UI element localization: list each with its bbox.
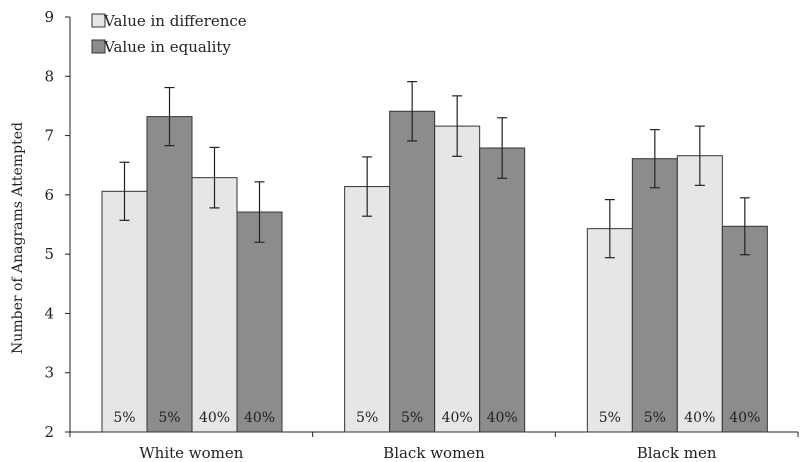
- bar-label: 40%: [729, 410, 760, 426]
- bar: [479, 147, 526, 433]
- bar-label: 5%: [599, 410, 621, 426]
- bar-label: 40%: [244, 410, 275, 426]
- legend-label-value-in-equality: Value in equality: [103, 38, 231, 56]
- group-label: Black women: [383, 444, 485, 462]
- legend-swatch-value-in-equality: [91, 39, 106, 54]
- bar: [721, 225, 768, 433]
- y-axis-title: Number of Anagrams Attempted: [10, 122, 26, 354]
- bar-label: 40%: [487, 410, 518, 426]
- bar: [389, 110, 436, 433]
- bar: [434, 125, 481, 433]
- bar: [344, 186, 391, 433]
- bar: [191, 177, 238, 433]
- bar-label: 5%: [113, 410, 135, 426]
- bar: [631, 158, 678, 433]
- y-tick-label: 7: [44, 127, 54, 145]
- bar-label: 5%: [401, 410, 423, 426]
- group-label: Black men: [637, 444, 717, 462]
- legend-swatch-value-in-difference: [91, 13, 106, 28]
- y-tick-label: 2: [44, 423, 54, 441]
- legend-label-value-in-difference: Value in difference: [103, 12, 247, 30]
- bar: [676, 155, 723, 433]
- group-label: White women: [139, 444, 244, 462]
- bar: [101, 190, 148, 433]
- y-tick-label: 5: [44, 245, 54, 263]
- y-tick-label: 3: [44, 364, 54, 382]
- bar-label: 40%: [684, 410, 715, 426]
- bar: [586, 228, 633, 433]
- legend: Value in difference Value in equality: [91, 12, 247, 56]
- bar: [236, 211, 283, 433]
- bar-label: 40%: [442, 410, 473, 426]
- bar-label: 5%: [356, 410, 378, 426]
- bar-label: 40%: [199, 410, 230, 426]
- y-tick-label: 9: [44, 8, 54, 26]
- group-labels: White women Black women Black men: [139, 444, 717, 462]
- y-tick-label: 8: [44, 67, 54, 85]
- bar: [146, 116, 193, 433]
- bar-label: 5%: [644, 410, 666, 426]
- bar-label: 5%: [158, 410, 180, 426]
- y-tick-label: 6: [44, 186, 54, 204]
- bars: 5% 5% 40% 40% 5% 5% 40% 40% 5% 5% 40% 40%: [101, 81, 768, 433]
- y-tick-label: 4: [44, 304, 54, 322]
